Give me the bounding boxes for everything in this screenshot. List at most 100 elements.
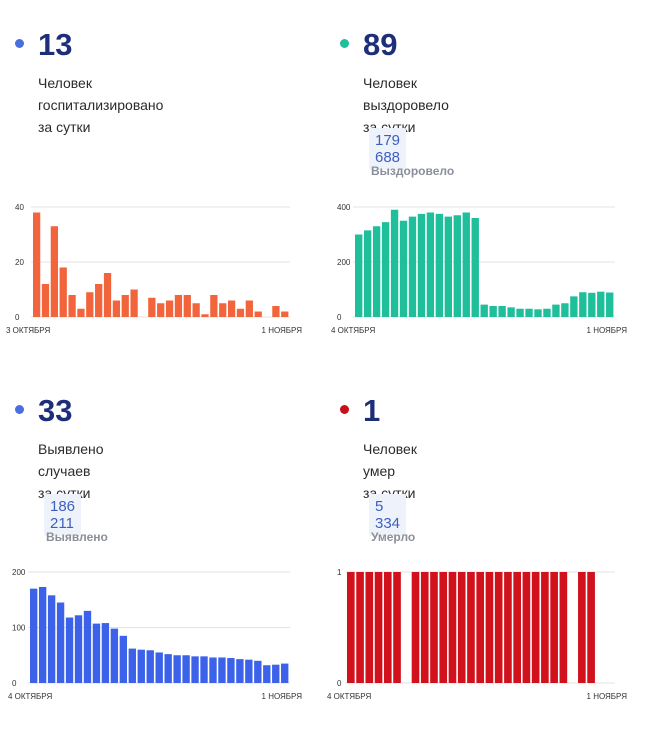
bar [200, 656, 208, 683]
bar [489, 306, 497, 317]
bar [534, 309, 542, 317]
deaths-description: Человек умер за сутки [363, 441, 417, 501]
bar [174, 295, 183, 317]
y-tick-label: 100 [12, 624, 26, 633]
y-tick-label: 0 [337, 679, 342, 688]
bar [374, 572, 383, 683]
bar [112, 300, 121, 317]
bar [439, 572, 448, 683]
bar [485, 572, 494, 683]
bar [110, 628, 119, 683]
bar [559, 572, 568, 683]
bar [363, 230, 372, 317]
y-tick-label: 0 [337, 313, 342, 322]
bar [390, 209, 399, 317]
bar [95, 284, 103, 317]
bar [165, 300, 174, 317]
bar [38, 586, 47, 683]
hospitalized-value: 13 [38, 27, 73, 62]
bar [579, 292, 587, 317]
bar [47, 595, 56, 683]
bar [516, 308, 524, 317]
bar [476, 572, 485, 683]
bar [155, 652, 163, 683]
bar [467, 572, 475, 683]
bar [570, 296, 578, 317]
bar [578, 572, 586, 683]
chart-cases: 0 100 200 4 ОКТЯБРЯ 1 НОЯБРЯ [8, 568, 303, 701]
bar [513, 572, 521, 683]
hospitalized-description: Человек госпитализировано за сутки [38, 75, 164, 135]
bar [83, 610, 92, 683]
chart-hospitalized: 0 20 40 3 ОКТЯБРЯ 1 НОЯБРЯ [6, 203, 303, 335]
bar [86, 292, 94, 317]
bar [227, 300, 236, 317]
bar [33, 212, 41, 317]
bar [550, 572, 558, 683]
bar [457, 572, 466, 683]
bar [453, 215, 461, 317]
x-axis-start-label: 4 ОКТЯБРЯ [327, 692, 371, 701]
bar [383, 572, 392, 683]
bar [101, 623, 110, 683]
bar [236, 308, 245, 317]
bar [219, 303, 227, 317]
bar [41, 284, 50, 317]
bar [606, 292, 614, 317]
bar [74, 615, 83, 683]
y-tick-label: 0 [12, 679, 17, 688]
bar [498, 306, 506, 317]
bar [393, 572, 401, 683]
bar [494, 572, 503, 683]
bar [480, 304, 488, 317]
bar [218, 657, 226, 683]
bar [146, 650, 154, 683]
recovered-description: Человек выздоровело за сутки [363, 75, 449, 135]
bar [183, 295, 191, 317]
bar [263, 665, 271, 683]
bar [209, 657, 217, 683]
bar [588, 292, 596, 317]
bar [130, 289, 138, 317]
bar [119, 635, 128, 683]
x-axis-start-label: 4 ОКТЯБРЯ [8, 692, 52, 701]
x-axis-start-label: 4 ОКТЯБРЯ [331, 326, 375, 335]
bar [245, 300, 253, 317]
bar [50, 226, 58, 317]
cases-total: 186 211 [44, 494, 82, 536]
bar [507, 307, 515, 317]
bar [552, 304, 560, 317]
x-axis-end-label: 1 НОЯБРЯ [262, 326, 303, 335]
bar [531, 572, 540, 683]
bar [365, 572, 374, 683]
bar [408, 216, 417, 317]
bar [254, 660, 262, 683]
bar [227, 658, 235, 683]
bar [435, 213, 444, 317]
bar [210, 295, 218, 317]
bar [77, 308, 85, 317]
bar [182, 655, 190, 683]
deaths-total-label: Умерло [371, 530, 416, 544]
x-axis-end-label: 1 НОЯБРЯ [262, 692, 303, 701]
bar [399, 220, 408, 317]
cases-total-label: Выявлено [46, 530, 108, 544]
recovered-value: 89 [363, 27, 398, 62]
bar [191, 656, 199, 683]
bar [504, 572, 512, 683]
y-tick-label: 400 [337, 203, 351, 212]
bar [272, 664, 280, 683]
y-tick-label: 40 [15, 203, 24, 212]
x-axis-end-label: 1 НОЯБРЯ [587, 326, 628, 335]
legend-dot [15, 39, 24, 48]
bar [254, 311, 262, 317]
bar [372, 226, 381, 317]
bar [121, 295, 129, 317]
bar [587, 572, 595, 683]
bar [164, 654, 172, 683]
recovered-total: 179 688 [369, 128, 407, 170]
bar [381, 222, 390, 317]
bar [417, 213, 426, 317]
bar [236, 659, 244, 683]
bar [68, 295, 76, 317]
